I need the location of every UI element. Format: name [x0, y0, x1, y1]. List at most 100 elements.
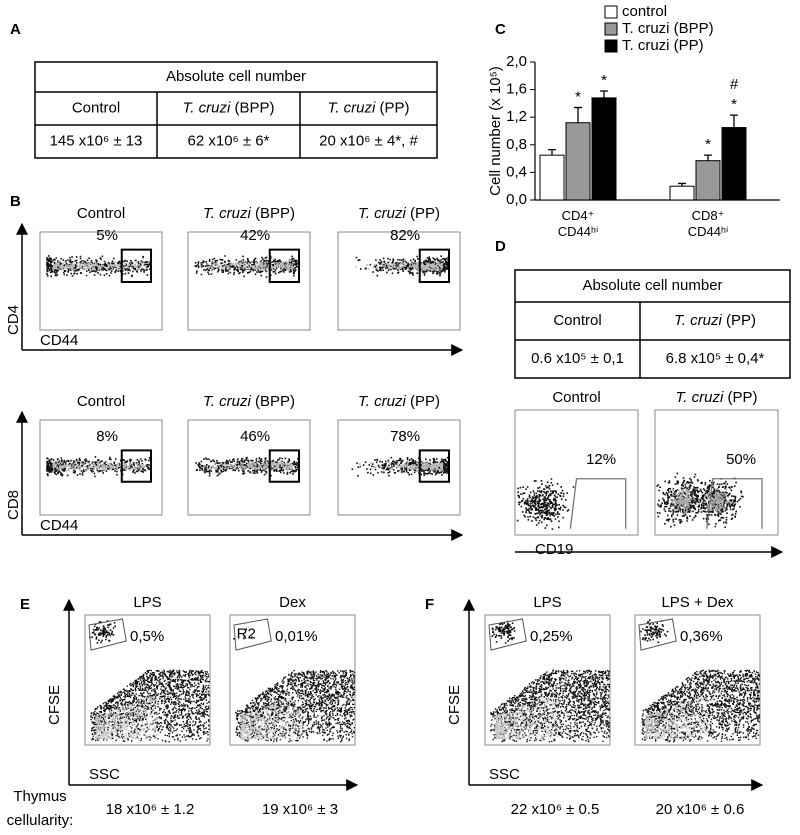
plot-frame — [39, 419, 163, 516]
title-italic: T. cruzi — [674, 312, 722, 329]
significance-mark: * — [705, 136, 711, 153]
cell-dots — [46, 255, 151, 278]
cell-dots — [195, 456, 300, 477]
plot-frame — [654, 409, 779, 536]
plot-title: T. cruzi (BPP) — [203, 205, 295, 222]
legend-swatch — [604, 22, 618, 36]
x-axis-label: CD19 — [535, 541, 573, 558]
cell-dots — [52, 461, 145, 472]
plot-frame — [484, 614, 611, 746]
plot-frame — [337, 231, 461, 331]
gate-percent: 8% — [96, 428, 118, 445]
title-text: (PP) — [379, 99, 409, 116]
y-axis-label: CFSE — [46, 685, 63, 725]
title-text: (PP) — [726, 312, 756, 329]
gate-box — [268, 248, 301, 283]
gate-percent: 12% — [586, 451, 616, 468]
gate-percent: 46% — [240, 428, 270, 445]
plot-title: LPS — [533, 594, 561, 611]
cell-dots — [355, 260, 444, 272]
row-label: Thymus — [13, 788, 66, 805]
error-bar — [574, 106, 582, 123]
gate-percent: 82% — [390, 227, 420, 244]
error-bar — [600, 90, 608, 98]
bar — [669, 185, 695, 201]
plot-frame — [187, 231, 311, 331]
title-text: Control — [552, 389, 600, 406]
gate-box — [418, 449, 451, 483]
cell-dots — [95, 695, 159, 740]
cell-dots — [670, 486, 700, 514]
significance-mark: # — [730, 76, 739, 93]
title-italic: T. cruzi — [676, 389, 724, 406]
legend-label: T. cruzi (BPP) — [622, 20, 714, 37]
title-italic: T. cruzi — [203, 393, 251, 410]
table-border — [34, 61, 438, 159]
bar — [591, 97, 617, 201]
cell-dots — [355, 255, 450, 277]
cell-dots — [235, 669, 356, 743]
legend-swatch — [604, 5, 618, 19]
cell-dots — [490, 669, 611, 743]
gate-box — [268, 449, 301, 483]
gate-outline — [569, 478, 627, 529]
plot-title: T. cruzi (PP) — [674, 312, 756, 329]
title-text: (PP) — [727, 389, 757, 406]
title-text: (PP) — [410, 393, 440, 410]
cell-dots — [240, 694, 304, 740]
y-axis-label: CD8 — [5, 490, 22, 520]
cellularity-value: 22 x10⁶ ± 0.5 — [511, 801, 600, 818]
panel-letter: D — [495, 238, 506, 255]
plot-frame — [84, 614, 211, 746]
table-value: 145 x10⁶ ± 13 — [50, 132, 143, 149]
plot-title: T. cruzi (BPP) — [203, 393, 295, 410]
table-value: 6.8 x10⁵ ± 0,4* — [666, 350, 765, 367]
gate-percent: 78% — [390, 428, 420, 445]
gate-percent: 5% — [96, 227, 118, 244]
cell-dots — [351, 456, 450, 477]
plot-title: T. cruzi (PP) — [358, 393, 440, 410]
table-border — [514, 269, 791, 379]
title-italic: T. cruzi — [183, 99, 231, 116]
cell-dots — [640, 619, 669, 643]
cell-dots — [89, 620, 116, 644]
title-text: (BPP) — [255, 393, 295, 410]
table-value: 0.6 x10⁵ ± 0,1 — [531, 350, 624, 367]
plot-title: T. cruzi (PP) — [358, 205, 440, 222]
bar — [721, 127, 747, 201]
bar — [565, 122, 591, 201]
x-tick-label: CD4⁺ CD44ʰⁱ — [557, 208, 599, 239]
gate-percent: 0,25% — [530, 628, 573, 645]
cell-dots — [641, 669, 761, 743]
plot-frame — [229, 614, 356, 746]
gate-outline — [706, 478, 763, 529]
panel-letter: E — [20, 596, 30, 613]
plot-title: T. cruzi (PP) — [328, 99, 410, 116]
plot-title: T. cruzi (BPP) — [183, 99, 275, 116]
plot-title: Dex — [279, 594, 306, 611]
cell-dots — [204, 460, 293, 472]
gate-name: R2 — [237, 625, 256, 642]
title-italic: T. cruzi — [358, 205, 406, 222]
y-axis-label: CD4 — [5, 305, 22, 335]
y-tick-label: 2,0 — [506, 53, 527, 70]
panel-letter: C — [495, 21, 506, 38]
cell-dots — [194, 255, 299, 278]
y-tick-label: 0,4 — [506, 163, 527, 180]
cellularity-value: 19 x10⁶ ± 3 — [262, 801, 338, 818]
significance-mark: * — [731, 96, 737, 113]
x-axis-label: SSC — [489, 766, 520, 783]
plot-title: Control — [552, 389, 600, 406]
y-axis-label: CFSE — [446, 685, 463, 725]
plot-frame — [514, 409, 639, 536]
title-text: (BPP) — [255, 205, 295, 222]
gate-box — [120, 449, 153, 483]
plot-frame — [337, 419, 461, 516]
legend-label: T. cruzi (PP) — [622, 37, 704, 54]
gate-percent: 0,5% — [130, 628, 164, 645]
x-axis-label: SSC — [89, 766, 120, 783]
cell-dots — [495, 695, 559, 740]
gate-box — [120, 248, 153, 283]
title-text: Control — [77, 205, 125, 222]
